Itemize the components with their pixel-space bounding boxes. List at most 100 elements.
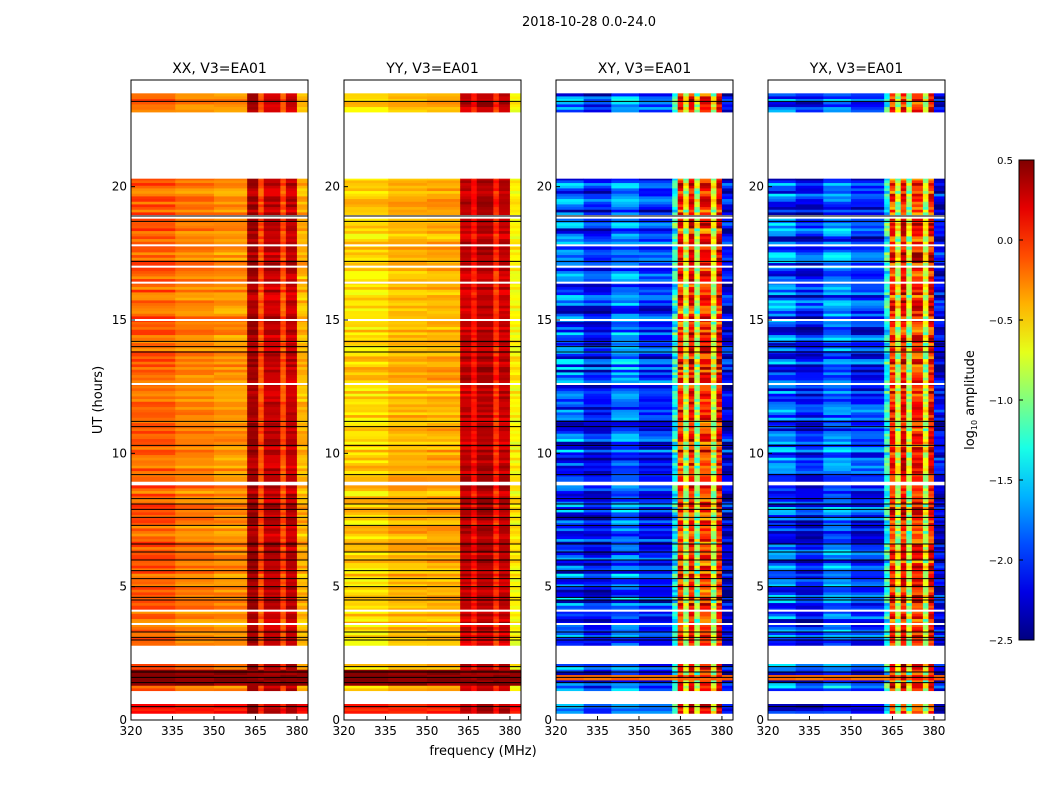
heatmap-cell (694, 415, 700, 418)
heatmap-cell (471, 212, 477, 215)
heatmap-cell (297, 287, 308, 290)
heatmap-cell (471, 479, 477, 482)
heatmap-cell (214, 204, 248, 207)
heatmap-cell (499, 268, 510, 271)
heatmap-cell (510, 353, 521, 356)
heatmap-cell (344, 468, 389, 471)
heatmap-cell (493, 463, 499, 466)
heatmap-cell (131, 685, 176, 688)
heatmap-cell (264, 239, 281, 242)
heatmap-cell (722, 479, 733, 482)
heatmap-cell (493, 223, 499, 226)
heatmap-cell (280, 589, 286, 592)
heatmap-cell (556, 479, 584, 482)
heatmap-cell (286, 404, 297, 407)
heatmap-cell (711, 627, 717, 630)
heatmap-cell (611, 431, 639, 434)
heatmap-cell (280, 249, 286, 252)
heatmap-cell (683, 479, 689, 482)
heatmap-cell (510, 613, 521, 616)
heatmap-cell (280, 643, 286, 646)
heatmap-cell (258, 468, 264, 471)
heatmap-cell (611, 479, 639, 482)
heatmap-cell (460, 289, 471, 292)
heatmap-cell (427, 305, 461, 308)
heatmap-cell (711, 436, 717, 439)
heatmap-cell (471, 300, 477, 303)
heatmap-cell (477, 399, 494, 402)
heatmap-cell (678, 449, 684, 452)
heatmap-cell (460, 263, 471, 266)
heatmap-cell (175, 257, 214, 260)
heatmap-cell (510, 465, 521, 468)
heatmap-cell (214, 465, 248, 468)
heatmap-cell (678, 433, 684, 436)
heatmap-cell (286, 233, 297, 236)
heatmap-cell (297, 447, 308, 450)
heatmap-cell (427, 369, 461, 372)
heatmap-cell (477, 207, 494, 210)
heatmap-cell (711, 493, 717, 496)
heatmap-cell (264, 308, 281, 311)
heatmap-cell (471, 407, 477, 410)
heatmap-cell (344, 372, 389, 375)
heatmap-cell (264, 431, 281, 434)
heatmap-cell (280, 391, 286, 394)
heatmap-cell (556, 463, 584, 466)
heatmap-cell (214, 377, 248, 380)
heatmap-cell (499, 476, 510, 479)
heatmap-cell (700, 563, 711, 566)
heatmap-cell (388, 396, 427, 399)
heatmap-cell (678, 439, 684, 442)
heatmap-cell (214, 385, 248, 388)
heatmap-cell (460, 313, 471, 316)
heatmap-cell (131, 409, 176, 412)
heatmap-cell (175, 332, 214, 335)
heatmap-cell (264, 401, 281, 404)
heatmap-cell (258, 196, 264, 199)
heatmap-cell (286, 463, 297, 466)
heatmap-cell (471, 204, 477, 207)
heatmap-cell (286, 183, 297, 186)
heatmap-cell (683, 688, 689, 691)
heatmap-cell (700, 468, 711, 471)
heatmap-cell (477, 247, 494, 250)
heatmap-cell (716, 512, 722, 515)
heatmap-cell (247, 332, 258, 335)
heatmap-cell (388, 327, 427, 330)
heatmap-cell (716, 471, 722, 474)
heatmap-cell (493, 295, 499, 298)
heatmap-cell (584, 488, 612, 491)
heatmap-cell (214, 468, 248, 471)
heatmap-cell (493, 185, 499, 188)
heatmap-cell (711, 555, 717, 558)
heatmap-cell (286, 433, 297, 436)
heatmap-cell (247, 415, 258, 418)
heatmap-cell (678, 603, 684, 606)
heatmap-cell (427, 271, 461, 274)
heatmap-cell (286, 271, 297, 274)
heatmap-cell (175, 407, 214, 410)
heatmap-cell (280, 321, 286, 324)
heatmap-cell (499, 284, 510, 287)
heatmap-cell (510, 404, 521, 407)
heatmap-cell (427, 581, 461, 584)
heatmap-cell (264, 249, 281, 252)
heatmap-cell (678, 407, 684, 410)
heatmap-cell (477, 377, 494, 380)
heatmap-cell (214, 436, 248, 439)
heatmap-cell (214, 393, 248, 396)
heatmap-cell (247, 708, 258, 711)
heatmap-cell (689, 581, 695, 584)
heatmap-cell (493, 613, 499, 616)
heatmap-cell (214, 388, 248, 391)
heatmap-cell (611, 441, 639, 444)
heatmap-cell (175, 343, 214, 346)
heatmap-cell (247, 457, 258, 460)
heatmap-cell (683, 396, 689, 399)
heatmap-cell (556, 613, 584, 616)
heatmap-cell (716, 399, 722, 402)
heatmap-cell (477, 329, 494, 332)
heatmap-cell (388, 359, 427, 362)
heatmap-cell (131, 228, 176, 231)
